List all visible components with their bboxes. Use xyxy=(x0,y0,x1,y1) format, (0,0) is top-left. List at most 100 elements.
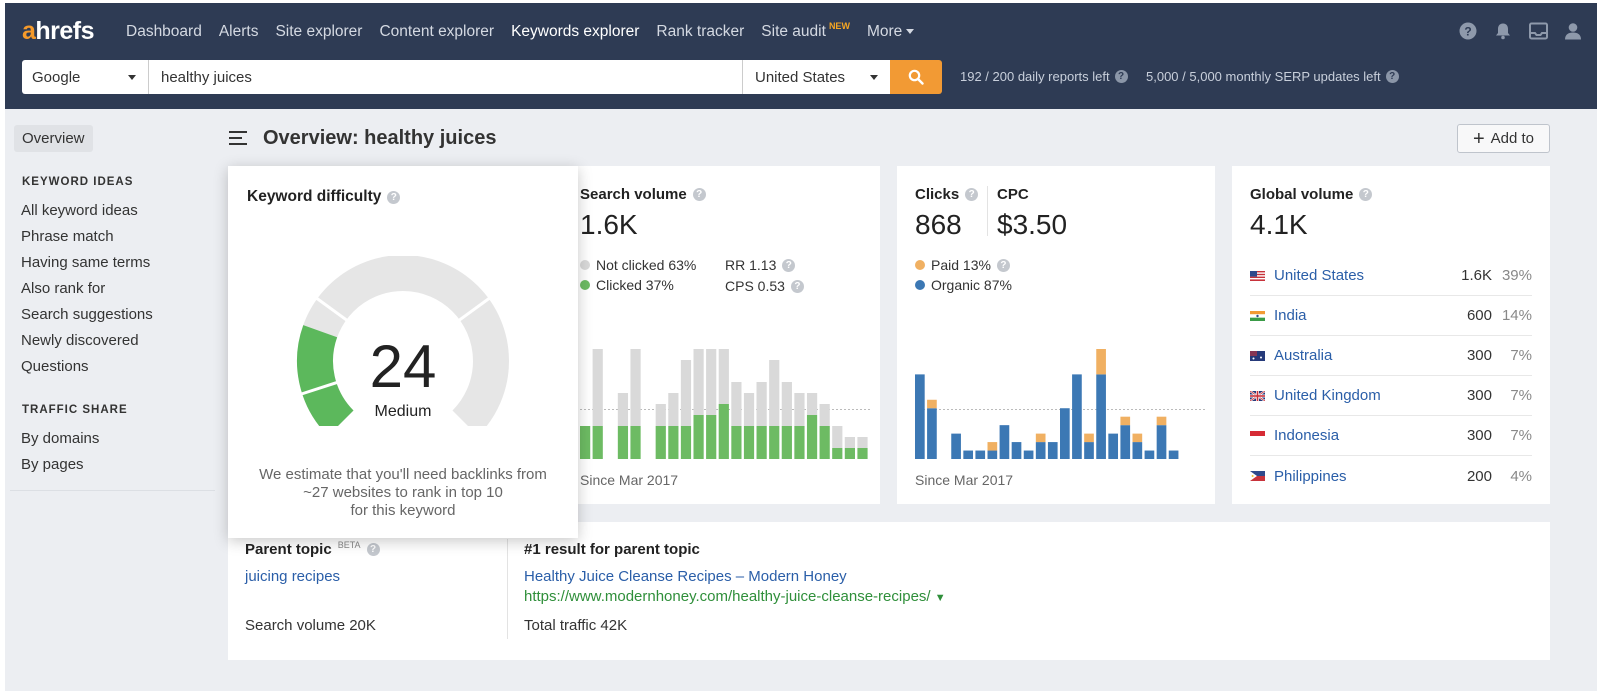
not-clicked-bar[interactable] xyxy=(693,349,704,415)
help-icon[interactable]: ? xyxy=(692,188,706,201)
organic-bar[interactable] xyxy=(951,433,961,459)
not-clicked-bar[interactable] xyxy=(617,393,629,426)
nav-more[interactable]: More xyxy=(867,23,915,41)
country-name[interactable]: India xyxy=(1274,307,1307,324)
user-icon[interactable] xyxy=(1563,21,1583,41)
url-dropdown-icon[interactable]: ▼ xyxy=(934,592,946,604)
not-clicked-bar[interactable] xyxy=(844,437,855,448)
help-icon[interactable]: ? xyxy=(1114,70,1128,83)
clicked-bar[interactable] xyxy=(806,415,818,459)
nav-rank-tracker[interactable]: Rank tracker xyxy=(656,23,745,40)
nav-content-explorer[interactable]: Content explorer xyxy=(379,23,495,40)
sidebar-having-same-terms[interactable]: Having same terms xyxy=(21,254,151,271)
organic-bar[interactable] xyxy=(1168,450,1179,459)
keyword-search-input[interactable] xyxy=(149,60,742,94)
sidebar-overview[interactable]: Overview xyxy=(14,125,93,152)
help-icon[interactable]: ? xyxy=(387,190,401,204)
organic-bar[interactable] xyxy=(1060,408,1070,459)
country-name[interactable]: United Kingdom xyxy=(1274,387,1381,404)
sidebar-search-suggestions[interactable]: Search suggestions xyxy=(21,306,153,323)
country-row[interactable]: Australia 300 7% xyxy=(1250,336,1532,376)
clicked-bar[interactable] xyxy=(668,426,679,459)
clicked-bar[interactable] xyxy=(592,426,603,459)
paid-bar[interactable] xyxy=(987,442,998,451)
organic-bar[interactable] xyxy=(975,450,986,459)
country-row[interactable]: Philippines 200 4% xyxy=(1250,456,1532,496)
organic-bar[interactable] xyxy=(999,425,1010,459)
paid-bar[interactable] xyxy=(1096,349,1106,375)
organic-bar[interactable] xyxy=(1144,450,1155,459)
not-clicked-bar[interactable] xyxy=(668,393,679,426)
clicked-bar[interactable] xyxy=(680,426,692,459)
not-clicked-bar[interactable] xyxy=(806,393,818,415)
organic-bar[interactable] xyxy=(1084,442,1094,459)
organic-bar[interactable] xyxy=(987,450,998,459)
hamburger-menu-icon[interactable] xyxy=(229,130,247,146)
clicked-bar[interactable] xyxy=(718,404,729,459)
organic-bar[interactable] xyxy=(1108,433,1119,459)
nav-dashboard[interactable]: Dashboard xyxy=(126,23,202,40)
paid-bar[interactable] xyxy=(1156,416,1167,426)
organic-bar[interactable] xyxy=(1096,374,1106,459)
clicked-bar[interactable] xyxy=(819,426,830,459)
nav-keywords-explorer[interactable]: Keywords explorer xyxy=(511,23,640,40)
not-clicked-bar[interactable] xyxy=(718,349,729,404)
country-name[interactable]: Australia xyxy=(1274,347,1333,364)
top-result-link[interactable]: Healthy Juice Cleanse Recipes – Modern H… xyxy=(524,568,847,585)
clicked-bar[interactable] xyxy=(781,426,792,459)
top-result-url-row[interactable]: https://www.modernhoney.com/healthy-juic… xyxy=(524,588,946,605)
organic-bar[interactable] xyxy=(1132,442,1143,459)
help-icon[interactable]: ? xyxy=(782,258,796,272)
help-icon[interactable]: ? xyxy=(1385,70,1399,83)
nav-alerts[interactable]: Alerts xyxy=(218,23,259,40)
clicked-bar[interactable] xyxy=(731,426,742,459)
sidebar-by-domains[interactable]: By domains xyxy=(21,430,100,447)
help-icon[interactable]: ? xyxy=(366,543,380,556)
nav-site-explorer[interactable]: Site explorer xyxy=(275,23,363,40)
search-button[interactable] xyxy=(890,60,942,94)
not-clicked-bar[interactable] xyxy=(857,437,868,448)
not-clicked-bar[interactable] xyxy=(731,382,742,426)
country-name[interactable]: Indonesia xyxy=(1274,427,1340,444)
not-clicked-bar[interactable] xyxy=(743,393,755,426)
country-select[interactable]: United States xyxy=(742,60,890,94)
paid-bar[interactable] xyxy=(927,399,937,409)
nav-site-audit[interactable]: Site audit NEW xyxy=(761,21,850,41)
clicked-bar[interactable] xyxy=(832,448,843,459)
clicked-bar[interactable] xyxy=(794,426,805,459)
bell-icon[interactable] xyxy=(1493,21,1513,41)
clicked-bar[interactable] xyxy=(857,448,868,459)
paid-bar[interactable] xyxy=(1035,433,1046,443)
clicked-bar[interactable] xyxy=(655,426,666,459)
not-clicked-bar[interactable] xyxy=(706,349,717,415)
clicked-bar[interactable] xyxy=(630,426,641,459)
organic-bar[interactable] xyxy=(963,450,974,459)
inbox-icon[interactable] xyxy=(1528,21,1548,41)
country-row[interactable]: United States 1.6K 39% xyxy=(1250,256,1532,296)
not-clicked-bar[interactable] xyxy=(794,393,805,426)
country-row[interactable]: India 600 14% xyxy=(1250,296,1532,336)
not-clicked-bar[interactable] xyxy=(832,426,843,448)
organic-bar[interactable] xyxy=(915,374,925,459)
sidebar-also-rank-for[interactable]: Also rank for xyxy=(21,280,106,297)
organic-bar[interactable] xyxy=(927,408,937,459)
ahrefs-logo[interactable]: ahrefs xyxy=(22,17,95,45)
search-engine-select[interactable]: Google xyxy=(22,60,149,94)
help-icon[interactable]: ? xyxy=(1458,21,1478,41)
organic-bar[interactable] xyxy=(1035,442,1046,459)
paid-bar[interactable] xyxy=(1084,433,1094,443)
help-icon[interactable]: ? xyxy=(790,279,804,293)
not-clicked-bar[interactable] xyxy=(592,349,603,426)
not-clicked-bar[interactable] xyxy=(630,349,641,426)
country-row[interactable]: Indonesia 300 7% xyxy=(1250,416,1532,456)
help-icon[interactable]: ? xyxy=(1359,188,1373,201)
organic-bar[interactable] xyxy=(1023,450,1034,459)
sidebar-by-pages[interactable]: By pages xyxy=(21,456,84,473)
not-clicked-bar[interactable] xyxy=(781,382,792,426)
not-clicked-bar[interactable] xyxy=(680,360,692,426)
clicked-bar[interactable] xyxy=(580,426,591,459)
organic-bar[interactable] xyxy=(1156,425,1167,459)
paid-bar[interactable] xyxy=(1120,416,1131,426)
clicked-bar[interactable] xyxy=(743,426,755,459)
clicked-bar[interactable] xyxy=(756,426,767,459)
